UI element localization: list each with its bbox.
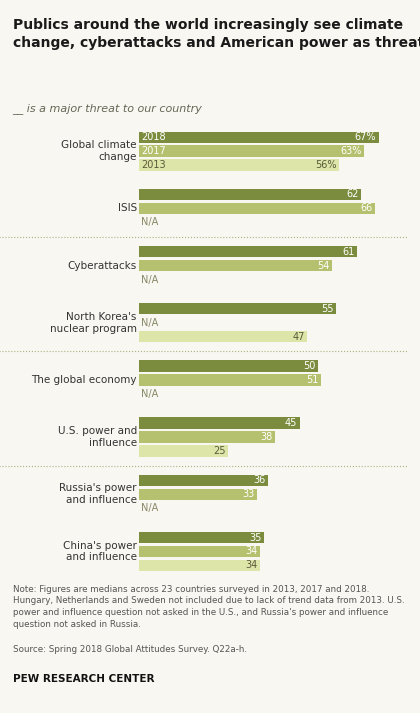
Bar (139, 202, 375, 214)
Text: 35: 35 (249, 533, 262, 543)
Bar (139, 475, 268, 486)
Text: 33: 33 (242, 489, 255, 499)
Text: Source: Spring 2018 Global Attitudes Survey. Q22a-h.: Source: Spring 2018 Global Attitudes Sur… (13, 645, 247, 655)
Text: 2017: 2017 (142, 146, 166, 156)
Text: 67%: 67% (355, 132, 376, 142)
Text: 56%: 56% (315, 160, 337, 170)
Text: N/A: N/A (142, 318, 159, 328)
Text: 2013: 2013 (142, 160, 166, 170)
Text: N/A: N/A (142, 275, 159, 284)
Bar (139, 303, 336, 314)
Bar (139, 131, 379, 143)
Text: ISIS: ISIS (118, 203, 137, 213)
Text: Russia's power
and influence: Russia's power and influence (59, 483, 137, 505)
Bar (139, 431, 275, 443)
Text: 51: 51 (307, 375, 319, 385)
Text: 62: 62 (346, 190, 358, 200)
Text: China's power
and influence: China's power and influence (63, 540, 137, 563)
Bar (139, 488, 257, 500)
Text: 34: 34 (246, 546, 258, 556)
Text: 45: 45 (285, 418, 297, 428)
Bar (139, 331, 307, 342)
Bar (139, 560, 260, 571)
Bar (139, 160, 339, 171)
Text: North Korea's
nuclear program: North Korea's nuclear program (50, 312, 137, 334)
Text: The global economy: The global economy (32, 375, 137, 385)
Text: Note: Figures are medians across 23 countries surveyed in 2013, 2017 and 2018.
H: Note: Figures are medians across 23 coun… (13, 585, 404, 629)
Text: N/A: N/A (142, 389, 159, 399)
Bar (139, 260, 332, 271)
Text: Cyberattacks: Cyberattacks (68, 260, 137, 270)
Text: N/A: N/A (142, 503, 159, 513)
Bar (139, 360, 318, 371)
Text: N/A: N/A (142, 217, 159, 227)
Bar (139, 246, 357, 257)
Text: U.S. power and
influence: U.S. power and influence (58, 426, 137, 448)
Text: 47: 47 (292, 332, 304, 342)
Bar (139, 145, 365, 157)
Text: 55: 55 (321, 304, 333, 314)
Text: 61: 61 (342, 247, 355, 257)
Text: Publics around the world increasingly see climate
change, cyberattacks and Ameri: Publics around the world increasingly se… (13, 18, 420, 50)
Text: 34: 34 (246, 560, 258, 570)
Text: 36: 36 (253, 476, 265, 486)
Text: 2018: 2018 (142, 132, 166, 142)
Text: 66: 66 (360, 203, 373, 213)
Text: 25: 25 (213, 446, 226, 456)
Bar (139, 417, 300, 429)
Bar (139, 189, 361, 200)
Text: 38: 38 (260, 432, 272, 442)
Text: Global climate
change: Global climate change (61, 140, 137, 162)
Bar (139, 446, 228, 457)
Text: 54: 54 (317, 260, 330, 270)
Bar (139, 532, 264, 543)
Bar (139, 374, 321, 386)
Text: PEW RESEARCH CENTER: PEW RESEARCH CENTER (13, 674, 154, 684)
Text: __ is a major threat to our country: __ is a major threat to our country (13, 103, 202, 114)
Text: 50: 50 (303, 361, 315, 371)
Bar (139, 545, 260, 557)
Text: 63%: 63% (341, 146, 362, 156)
